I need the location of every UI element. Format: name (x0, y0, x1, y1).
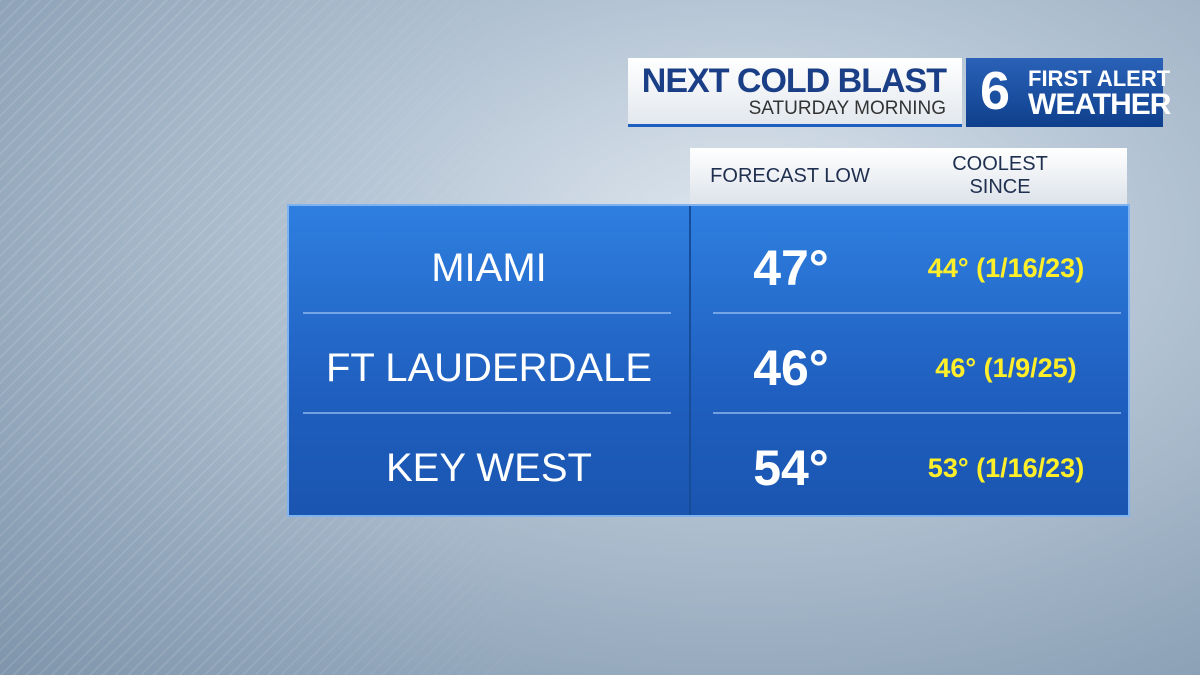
coolest-since: 44° (1/16/23) (927, 252, 1085, 283)
column-divider (689, 206, 691, 515)
table: MIAMI 47° 44° (1/16/23) FT LAUDERDALE 46° 46°… (287, 204, 1130, 517)
logo-line: WEATHER (1028, 88, 1171, 121)
forecast-low: 46° (753, 340, 829, 396)
title-box: NEXT COLD BLAST SATURDAY MORNING (628, 58, 962, 127)
table-header: FORECAST LOW COOLEST SINCE (690, 148, 1127, 204)
city-name: KEY WEST (386, 445, 592, 490)
subtitle: SATURDAY MORNING (748, 98, 946, 119)
row-divider (713, 412, 1121, 414)
logo-line: FIRST ALERT (1028, 66, 1171, 91)
forecast-low: 47° (753, 240, 829, 296)
row-divider (713, 312, 1121, 314)
city-name: FT LAUDERDALE (325, 345, 652, 390)
row-divider (303, 412, 671, 414)
column-header: COOLEST SINCE (952, 153, 1048, 198)
coolest-since: 46° (1/9/25) (935, 352, 1077, 383)
city-name: MIAMI (431, 245, 547, 290)
forecast-low: 54° (753, 440, 829, 496)
logo: 6 FIRST ALERT WEATHER (966, 58, 1171, 127)
title: NEXT COLD BLAST (641, 62, 947, 100)
coolest-since: 53° (1/16/23) (927, 452, 1085, 483)
column-header: FORECAST LOW (710, 164, 870, 187)
row-divider (303, 312, 671, 314)
logo-number: 6 (980, 61, 1011, 121)
